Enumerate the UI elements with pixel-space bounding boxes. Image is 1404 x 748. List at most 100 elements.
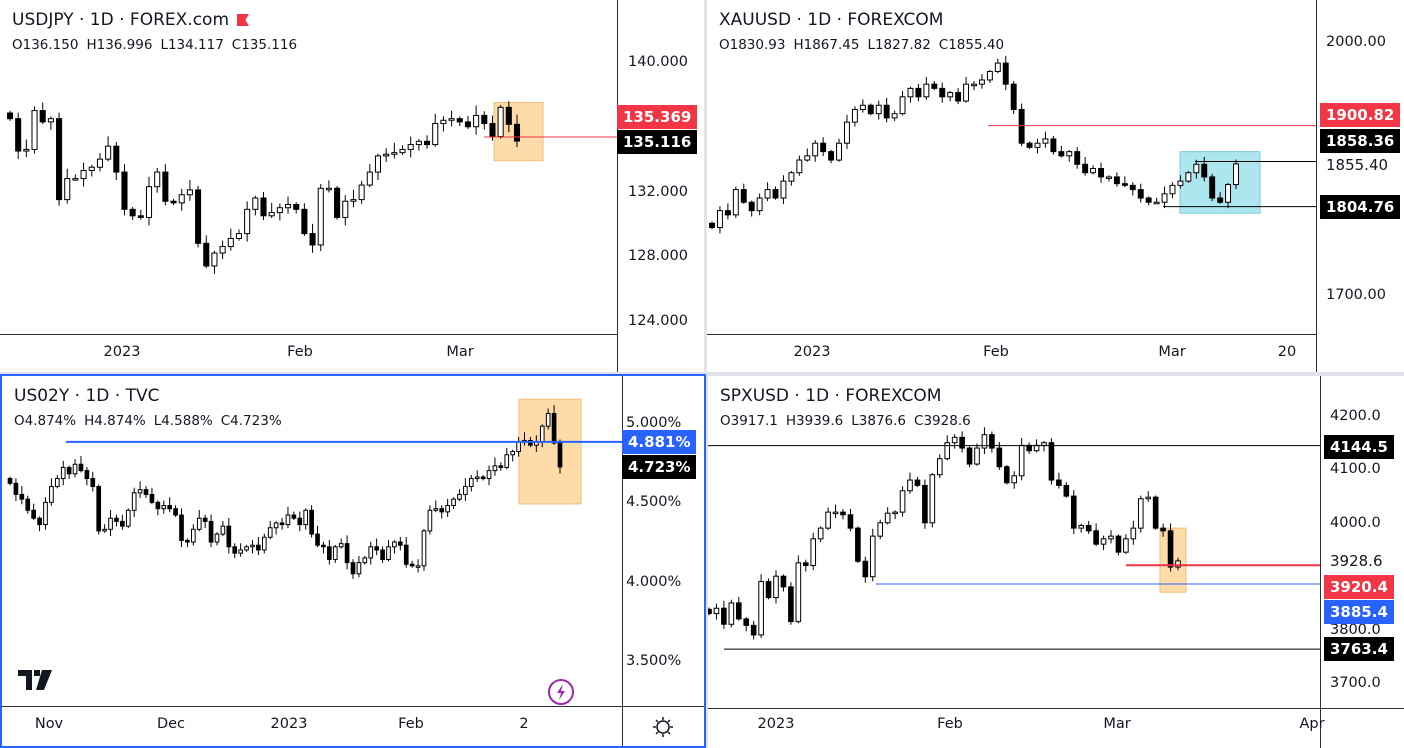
price-tick-label: 140.000 bbox=[628, 54, 688, 70]
time-axis[interactable] bbox=[707, 334, 1316, 335]
candle-bearish bbox=[155, 501, 161, 510]
candle-bullish bbox=[102, 528, 107, 532]
time-axis[interactable] bbox=[708, 708, 1404, 709]
candle-bearish bbox=[1217, 197, 1224, 203]
ohlc-legend: O4.874% H4.874% L4.588% C4.723% bbox=[14, 413, 282, 429]
candle-bullish bbox=[227, 237, 234, 248]
candle-bullish bbox=[415, 140, 422, 146]
candle-bullish bbox=[54, 478, 60, 487]
chart-panel-usdjpy[interactable]: USDJPY · 1D · FOREX.com O136.150 H136.996… bbox=[0, 0, 704, 372]
candle-bullish bbox=[366, 171, 373, 186]
candle-bearish bbox=[327, 546, 332, 560]
time-label: 2023 bbox=[757, 716, 795, 732]
flag-icon[interactable] bbox=[237, 14, 249, 26]
candle-bullish bbox=[191, 528, 196, 543]
candle-bearish bbox=[424, 140, 431, 146]
candle-bullish bbox=[72, 463, 78, 475]
symbol-title[interactable]: USDJPY · 1D · FOREX.com bbox=[12, 10, 229, 30]
candle-bullish bbox=[764, 189, 771, 199]
candle-bearish bbox=[260, 197, 267, 217]
candle-bullish bbox=[432, 123, 439, 146]
candle-bearish bbox=[847, 514, 854, 529]
candle-bullish bbox=[978, 79, 985, 85]
candle-bullish bbox=[80, 169, 87, 180]
candle-bearish bbox=[724, 210, 731, 216]
candle-bearish bbox=[6, 112, 14, 120]
candle-bearish bbox=[195, 189, 202, 244]
candle-bullish bbox=[31, 110, 38, 150]
candle-bullish bbox=[859, 104, 866, 110]
candle-bullish bbox=[250, 544, 255, 548]
candle-bullish bbox=[875, 104, 882, 115]
candle-bullish bbox=[892, 511, 898, 515]
price-axis[interactable] bbox=[617, 0, 618, 372]
candle-bearish bbox=[862, 560, 869, 578]
candle-bearish bbox=[735, 602, 742, 620]
candles-xauusd bbox=[709, 55, 1316, 234]
time-label: 2023 bbox=[103, 344, 141, 360]
candle-bullish bbox=[891, 113, 898, 119]
high: H136.996 bbox=[86, 37, 153, 53]
candle-bullish bbox=[268, 212, 275, 217]
candle-bullish bbox=[427, 509, 433, 532]
candle-bearish bbox=[820, 142, 827, 153]
candle-bullish bbox=[358, 184, 365, 201]
candle-bearish bbox=[39, 110, 46, 123]
candle-bullish bbox=[338, 543, 344, 548]
time-axis[interactable] bbox=[2, 706, 704, 707]
chart-panel-spxusd[interactable]: SPXUSD · 1D · FOREXCOM O3917.1 H3939.6 L38… bbox=[708, 376, 1404, 748]
candle-bearish bbox=[996, 447, 1003, 468]
settings-gear-icon[interactable] bbox=[651, 715, 675, 739]
candle-bearish bbox=[1085, 524, 1092, 532]
price-axis[interactable] bbox=[622, 376, 623, 746]
lightning-icon[interactable] bbox=[547, 678, 575, 706]
candle-bearish bbox=[397, 541, 403, 546]
price-axis[interactable] bbox=[1316, 0, 1317, 372]
candle-bullish bbox=[1123, 538, 1129, 553]
candle-bullish bbox=[474, 476, 480, 480]
high: H3939.6 bbox=[785, 413, 844, 429]
candle-bullish bbox=[1108, 535, 1114, 540]
candle-bullish bbox=[1225, 184, 1232, 203]
candle-bearish bbox=[350, 562, 356, 575]
candle-bullish bbox=[951, 436, 958, 444]
price-tick-label: 4.500% bbox=[626, 494, 682, 511]
candle-bullish bbox=[923, 83, 930, 98]
candle-bullish bbox=[986, 71, 993, 81]
time-label: Feb bbox=[287, 344, 313, 360]
open: O136.150 bbox=[12, 37, 79, 53]
tradingview-logo[interactable] bbox=[18, 670, 58, 694]
symbol-title[interactable]: US02Y · 1D · TVC bbox=[14, 386, 160, 406]
price-label-current: 4.723% bbox=[622, 455, 697, 479]
time-axis[interactable] bbox=[0, 334, 617, 335]
price-axis[interactable] bbox=[1320, 376, 1321, 748]
candle-bullish bbox=[1137, 498, 1144, 529]
candle-bullish bbox=[448, 118, 455, 121]
candle-bearish bbox=[19, 493, 25, 500]
candle-bearish bbox=[989, 434, 995, 449]
symbol-title[interactable]: SPXUSD · 1D · FOREXCOM bbox=[720, 386, 942, 406]
candle-bearish bbox=[464, 121, 471, 128]
candle-bullish bbox=[907, 87, 914, 98]
candle-bullish bbox=[539, 425, 545, 443]
chart-panel-us02y[interactable]: US02Y · 1D · TVC O4.874% H4.874% L4.588% C4… bbox=[0, 374, 706, 748]
chart-panel-xauusd[interactable]: XAUUSD · 1D · FOREXCOM O1830.93 H1867.45 L… bbox=[707, 0, 1404, 372]
candle-bullish bbox=[1034, 142, 1041, 148]
price-label-blue: 3885.4 bbox=[1324, 600, 1394, 624]
candle-bearish bbox=[1145, 197, 1152, 203]
candle-bullish bbox=[971, 83, 977, 87]
candle-bullish bbox=[131, 492, 137, 511]
candle-bullish bbox=[235, 233, 243, 239]
candle-bullish bbox=[392, 541, 397, 548]
price-tick-label: 4200.0 bbox=[1330, 408, 1381, 424]
time-label: Feb bbox=[983, 344, 1009, 360]
symbol-title[interactable]: XAUUSD · 1D · FOREXCOM bbox=[719, 10, 944, 30]
candle-bearish bbox=[203, 242, 210, 267]
candle-bearish bbox=[966, 447, 973, 465]
candle-bullish bbox=[350, 199, 357, 202]
candle-bearish bbox=[170, 200, 177, 204]
low: L4.588% bbox=[153, 413, 213, 429]
candle-bearish bbox=[137, 215, 144, 218]
candle-bearish bbox=[78, 463, 84, 472]
candle-bearish bbox=[315, 533, 320, 546]
